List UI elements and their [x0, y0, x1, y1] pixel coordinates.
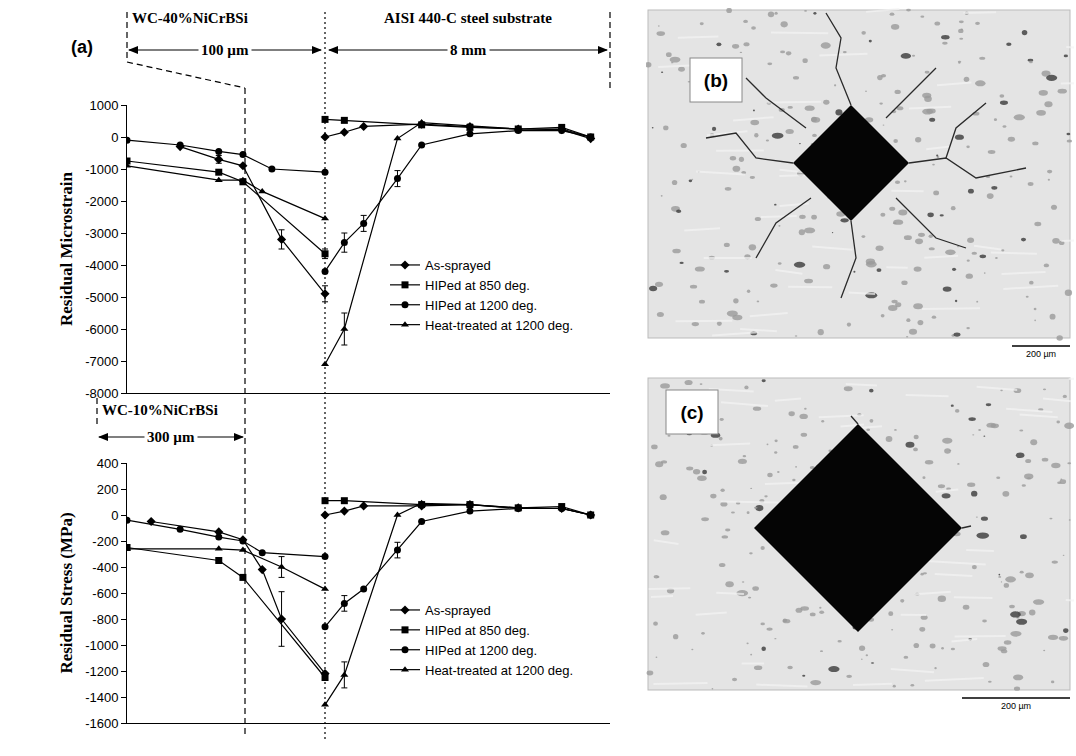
svg-text:(a): (a) [71, 37, 93, 57]
svg-text:AISI 440-C steel substrate: AISI 440-C steel substrate [384, 10, 552, 26]
svg-text:200 µm: 200 µm [1001, 701, 1031, 711]
svg-text:(c): (c) [680, 402, 703, 423]
svg-text:-1600: -1600 [85, 716, 118, 731]
svg-text:Residual Stress (MPa): Residual Stress (MPa) [57, 512, 76, 673]
svg-text:-600: -600 [92, 586, 118, 601]
svg-text:-1400: -1400 [85, 690, 118, 705]
svg-text:0: 0 [111, 130, 118, 145]
svg-text:-400: -400 [92, 560, 118, 575]
svg-text:-5000: -5000 [85, 290, 118, 305]
svg-text:HIPed at 1200 deg.: HIPed at 1200 deg. [425, 298, 537, 313]
svg-text:HIPed at 850 deg.: HIPed at 850 deg. [425, 623, 530, 638]
svg-text:-4000: -4000 [85, 258, 118, 273]
svg-text:As-sprayed: As-sprayed [425, 603, 491, 618]
svg-text:0: 0 [111, 508, 118, 523]
svg-text:HIPed at 1200 deg.: HIPed at 1200 deg. [425, 643, 537, 658]
svg-text:200: 200 [97, 482, 119, 497]
svg-text:Heat-treated at 1200 deg.: Heat-treated at 1200 deg. [425, 318, 573, 333]
svg-text:-1000: -1000 [85, 162, 118, 177]
svg-text:-200: -200 [92, 534, 118, 549]
svg-text:-3000: -3000 [85, 226, 118, 241]
svg-text:-1000: -1000 [85, 638, 118, 653]
svg-text:As-sprayed: As-sprayed [425, 258, 491, 273]
svg-text:Residual Microstrain: Residual Microstrain [57, 171, 76, 326]
svg-text:-6000: -6000 [85, 322, 118, 337]
svg-text:200 µm: 200 µm [1026, 349, 1056, 359]
svg-text:WC-10%NiCrBSi: WC-10%NiCrBSi [102, 402, 218, 418]
svg-text:WC-40%NiCrBSi: WC-40%NiCrBSi [132, 10, 248, 26]
svg-text:Heat-treated at 1200 deg.: Heat-treated at 1200 deg. [425, 663, 573, 678]
svg-text:1000: 1000 [89, 98, 118, 113]
svg-text:-1200: -1200 [85, 664, 118, 679]
svg-text:100 µm: 100 µm [201, 42, 249, 58]
svg-text:-2000: -2000 [85, 194, 118, 209]
svg-text:300 µm: 300 µm [147, 429, 195, 445]
svg-text:-7000: -7000 [85, 354, 118, 369]
svg-text:400: 400 [97, 456, 119, 471]
svg-text:(b): (b) [704, 70, 728, 91]
svg-text:HIPed at 850 deg.: HIPed at 850 deg. [425, 278, 530, 293]
svg-text:8 mm: 8 mm [450, 42, 487, 58]
svg-text:-800: -800 [92, 612, 118, 627]
svg-text:-8000: -8000 [85, 386, 118, 401]
